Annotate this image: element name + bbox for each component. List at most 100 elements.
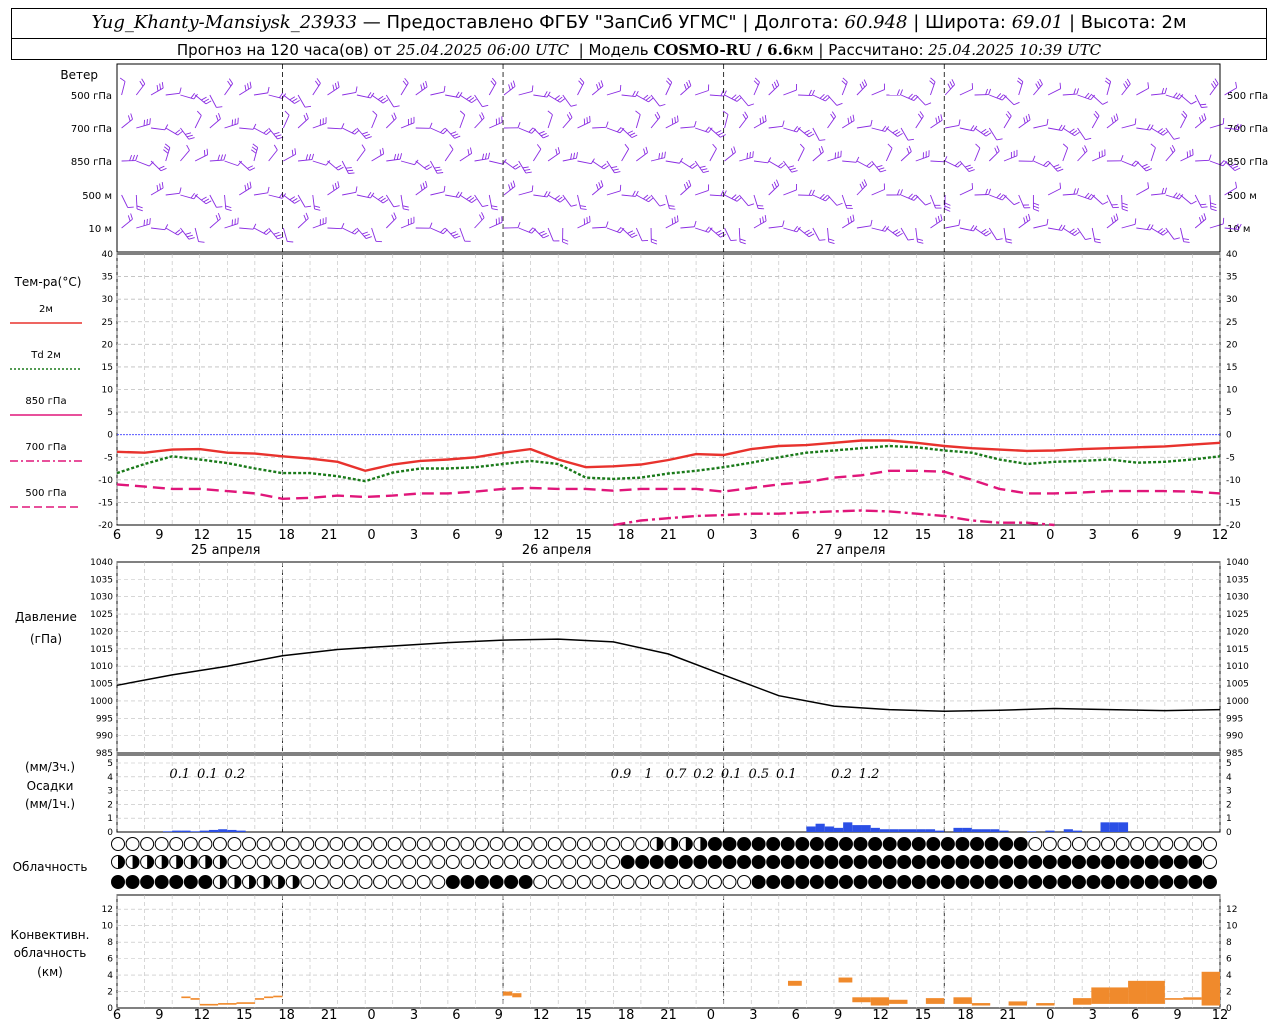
wind-barb-feather xyxy=(1235,81,1238,88)
wind-barb-feather xyxy=(1025,115,1029,122)
conv-ytick-right: 2 xyxy=(1226,988,1232,998)
pressure-ytick-right: 1010 xyxy=(1226,662,1249,672)
wind-barb-shaft xyxy=(283,153,296,162)
cloud-cover-symbol xyxy=(620,837,635,851)
wind-barb-feather xyxy=(1201,106,1208,108)
precip-bar xyxy=(971,829,982,832)
cloud-cover-symbol xyxy=(489,855,504,869)
wind-level-left: 500 гПа xyxy=(71,91,112,102)
wind-barb-feather xyxy=(198,241,205,243)
wind-barb-feather xyxy=(393,105,400,108)
wind-barb-feather xyxy=(244,84,247,91)
wind-barb-feather xyxy=(1161,187,1165,194)
wind-barb-feather xyxy=(1085,237,1092,241)
wind-barb-shaft xyxy=(636,94,649,103)
conv-bar xyxy=(925,998,945,1004)
cloud-half-fill xyxy=(219,855,227,869)
wind-barb-feather xyxy=(294,99,300,104)
wind-barb-shaft xyxy=(312,194,315,209)
cloud-circle xyxy=(358,875,373,889)
cloud-cover-symbol xyxy=(1173,875,1188,889)
wind-barb-feather xyxy=(1033,202,1040,206)
wind-barb-shaft xyxy=(488,194,493,209)
wind-barb-feather xyxy=(422,182,426,189)
wind-barb-shaft xyxy=(312,122,327,129)
wind-barb-feather xyxy=(753,80,759,86)
wind-barb-feather xyxy=(266,230,272,235)
cloud-circle xyxy=(664,875,679,889)
wind-barb-shaft xyxy=(239,127,254,130)
cloud-cover-symbol xyxy=(591,837,606,851)
cloud-circle xyxy=(402,855,417,869)
wind-barb-shaft xyxy=(1209,123,1224,129)
cloud-half-fill xyxy=(190,855,198,869)
wind-barb-feather xyxy=(161,82,164,89)
conv-bar xyxy=(971,1003,991,1006)
wind-barb-feather xyxy=(693,120,697,127)
wind-barb xyxy=(812,93,831,102)
wind-barb xyxy=(739,151,754,162)
hour-label-bottom: 15 xyxy=(236,1008,253,1023)
wind-barb-feather xyxy=(693,220,697,227)
wind-barb xyxy=(194,110,202,129)
wind-barb-feather xyxy=(422,82,426,89)
cloud-half-fill xyxy=(249,875,256,889)
pressure-ytick-right: 1040 xyxy=(1226,558,1249,568)
cloud-half-fill xyxy=(219,875,227,889)
wind-barb xyxy=(400,194,410,211)
wind-barb-feather xyxy=(188,137,195,140)
wind-barb-shaft xyxy=(180,194,195,200)
wind-barb-shaft xyxy=(930,81,936,96)
cloud-circle xyxy=(183,875,198,889)
cloud-cover-symbol xyxy=(664,837,679,851)
cloud-cover-symbol xyxy=(722,875,737,889)
wind-barb-feather xyxy=(203,150,206,157)
wind-barb-shaft xyxy=(194,115,202,129)
wind-barb xyxy=(621,190,639,197)
wind-barb-shaft xyxy=(1121,194,1123,210)
hour-label-bottom: 21 xyxy=(660,1008,677,1023)
pressure-unit: (гПа) xyxy=(30,632,62,646)
wind-barb-feather xyxy=(1059,82,1062,89)
wind-barb xyxy=(606,184,622,196)
conv-bar xyxy=(889,999,908,1004)
wind-barb-feather xyxy=(557,96,563,102)
precip-bar xyxy=(999,830,1009,832)
wind-barb-feather xyxy=(804,129,810,134)
wind-barb-feather xyxy=(968,169,975,173)
wind-barb-feather xyxy=(393,212,397,219)
wind-barb xyxy=(724,94,742,102)
wind-barb-feather xyxy=(146,119,148,126)
wind-barb-feather xyxy=(1173,192,1178,198)
wind-barb-feather xyxy=(1164,87,1168,94)
wind-barb-feather xyxy=(782,220,785,227)
cloud-circle xyxy=(154,875,169,889)
wind-barb-shaft xyxy=(1092,154,1106,162)
wind-barb-shaft xyxy=(385,217,397,229)
wind-barb-feather xyxy=(820,146,824,153)
wind-barb-feather xyxy=(975,143,981,149)
wind-barb-feather xyxy=(1028,113,1031,120)
wind-barb-feather xyxy=(688,179,692,186)
wind-barb-shaft xyxy=(1018,81,1024,96)
wind-barb-feather xyxy=(643,94,649,100)
cloud-cover-symbol xyxy=(751,875,766,889)
wind-barb xyxy=(1209,160,1228,167)
precip-ytick-right: 3 xyxy=(1226,787,1232,797)
cloud-circle xyxy=(474,875,489,889)
hour-label-bottom: 0 xyxy=(367,1008,375,1023)
cloud-cover-symbol xyxy=(984,855,999,869)
wind-barb xyxy=(974,143,981,162)
wind-barb xyxy=(459,194,477,203)
wind-barb xyxy=(709,190,727,197)
cloud-cover-symbol xyxy=(460,875,475,889)
wind-barb xyxy=(119,77,126,96)
cloud-circle xyxy=(620,837,635,851)
cloud-cover-symbol xyxy=(795,875,810,889)
wind-barb-feather xyxy=(994,147,998,154)
wind-barb-feather xyxy=(746,152,749,159)
hour-label: 9 xyxy=(834,528,842,543)
wind-barb-feather xyxy=(1073,88,1077,95)
cloud-circle xyxy=(780,875,795,889)
wind-barb-feather xyxy=(1058,124,1063,131)
